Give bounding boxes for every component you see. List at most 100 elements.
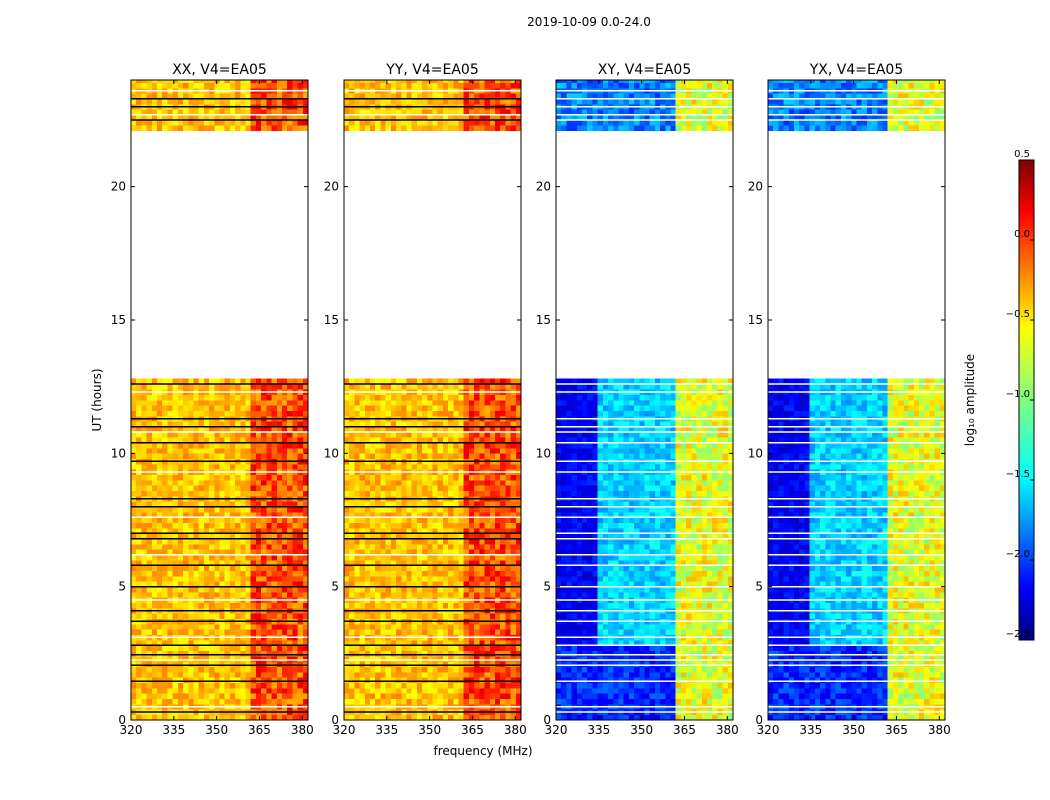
heatmap-cell	[370, 432, 376, 438]
heatmap-cell	[167, 650, 174, 657]
heatmap-cell	[255, 538, 262, 545]
heatmap-cell	[167, 682, 174, 689]
heatmap-cell	[151, 410, 158, 417]
heatmap-cell	[131, 405, 137, 412]
heatmap-cell	[167, 528, 174, 534]
heatmap-cell	[162, 485, 168, 492]
heatmap-cell	[141, 109, 148, 116]
heatmap-cell	[229, 405, 236, 412]
heatmap-cell	[214, 602, 220, 609]
heatmap-cell	[146, 688, 153, 694]
heatmap-cell	[235, 693, 241, 700]
heatmap-cell	[380, 528, 387, 534]
heatmap-cell	[281, 125, 288, 132]
heatmap-cell	[484, 426, 491, 433]
heatmap-cell	[141, 405, 148, 412]
heatmap-cell	[494, 384, 501, 390]
heatmap-cell	[209, 592, 215, 598]
heatmap-cell	[131, 645, 137, 652]
heatmap-cell	[287, 714, 293, 721]
heatmap-cell	[427, 672, 433, 678]
heatmap-cell	[427, 517, 433, 524]
heatmap-cell	[380, 661, 387, 668]
heatmap-cell	[458, 432, 465, 438]
heatmap-cell	[505, 512, 511, 518]
heatmap-cell	[193, 693, 200, 700]
heatmap-cell	[209, 666, 215, 673]
heatmap-cell	[188, 98, 194, 105]
heatmap-cell	[422, 661, 428, 668]
heatmap-cell	[131, 538, 137, 545]
heatmap-cell	[271, 480, 278, 486]
heatmap-cell	[468, 528, 475, 534]
heatmap-cell	[141, 586, 148, 593]
heatmap-cell	[224, 426, 231, 433]
heatmap-cell	[354, 109, 361, 116]
heatmap-cell	[219, 714, 226, 721]
heatmap-cell	[255, 698, 262, 705]
heatmap-cell	[463, 125, 470, 132]
heatmap-cell	[193, 677, 200, 684]
heatmap-cell	[172, 517, 179, 524]
heatmap-cell	[390, 688, 397, 694]
heatmap-cell	[235, 629, 241, 636]
heatmap-cell	[136, 560, 142, 566]
x-tick-label: 350	[205, 723, 228, 737]
heatmap-cell	[390, 522, 397, 529]
heatmap-cell	[505, 581, 511, 588]
heatmap-cell	[359, 592, 366, 598]
heatmap-cell	[235, 528, 241, 534]
heatmap-cell	[344, 125, 350, 132]
heatmap-cell	[172, 554, 179, 561]
heatmap-cell	[302, 80, 309, 84]
heatmap-cell	[344, 688, 350, 694]
heatmap-cell	[422, 528, 428, 534]
heatmap-cell	[484, 661, 491, 668]
heatmap-cell	[494, 645, 501, 652]
heatmap-cell	[261, 656, 267, 662]
heatmap-cell	[209, 565, 215, 572]
heatmap-cell	[235, 421, 241, 428]
heatmap-cell	[151, 421, 158, 428]
heatmap-cell	[287, 624, 293, 630]
heatmap-cell	[484, 114, 491, 121]
heatmap-cell	[489, 714, 496, 721]
heatmap-cell	[432, 581, 439, 588]
heatmap-cell	[224, 109, 231, 116]
heatmap-cell	[136, 480, 142, 486]
heatmap-cell	[453, 125, 459, 132]
heatmap-cell	[474, 448, 480, 454]
heatmap-cell	[172, 528, 179, 534]
heatmap-cell	[370, 98, 376, 105]
heatmap-cell	[183, 453, 189, 460]
heatmap-cell	[203, 442, 210, 449]
heatmap-cell	[370, 677, 376, 684]
heatmap-cell	[505, 501, 511, 508]
heatmap-cell	[422, 490, 428, 497]
heatmap-cell	[183, 109, 189, 116]
heatmap-cell	[354, 650, 361, 657]
heatmap-cell	[151, 677, 158, 684]
heatmap-cell	[193, 570, 200, 577]
heatmap-cell	[172, 560, 179, 566]
heatmap-cell	[344, 549, 350, 556]
heatmap-cell	[245, 453, 252, 460]
heatmap-cell	[203, 501, 210, 508]
heatmap-cell	[448, 400, 454, 406]
heatmap-cell	[214, 464, 220, 470]
heatmap-cell	[151, 453, 158, 460]
heatmap-cell	[380, 512, 387, 518]
heatmap-cell	[385, 677, 392, 684]
heatmap-cell	[484, 405, 491, 412]
heatmap-cell	[427, 682, 433, 689]
heatmap-cell	[266, 410, 272, 417]
heatmap-cell	[157, 517, 163, 524]
heatmap-cell	[479, 677, 485, 684]
heatmap-cell	[214, 640, 220, 646]
heatmap-cell	[437, 672, 444, 678]
heatmap-cell	[172, 453, 179, 460]
heatmap-cell	[396, 120, 402, 126]
heatmap-cell	[500, 576, 506, 582]
heatmap-cell	[219, 464, 226, 470]
heatmap-cell	[292, 672, 298, 678]
